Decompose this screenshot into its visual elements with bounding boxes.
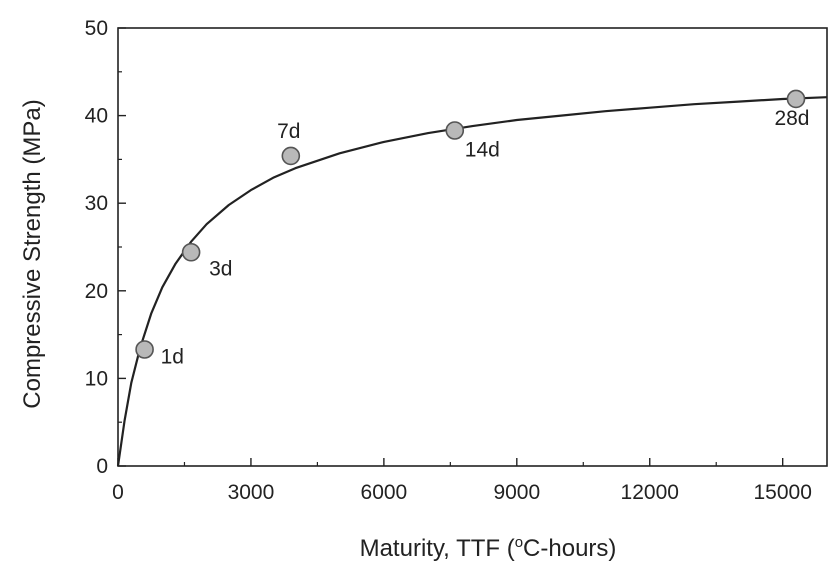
- axes: [117, 27, 828, 467]
- data-point-label: 1d: [161, 345, 184, 368]
- y-tick-label: 50: [85, 17, 108, 40]
- plot-frame: [117, 27, 828, 467]
- data-point: [181, 242, 201, 262]
- ticks: 0 3000 6000 9000 12000 15000 0 10 20 30 40 50: [85, 17, 812, 504]
- x-tick-label: 9000: [493, 481, 540, 504]
- data-point-label: 3d: [209, 257, 232, 280]
- x-tick-label: 3000: [228, 481, 275, 504]
- x-tick-label: 0: [112, 481, 124, 504]
- x-tick-label: 15000: [753, 481, 811, 504]
- points-group: [135, 89, 806, 359]
- x-axis-title: Maturity, TTF (oC-hours): [360, 534, 617, 562]
- y-tick-label: 40: [85, 105, 108, 128]
- y-axis-title: Compressive Strength (MPa): [19, 99, 46, 408]
- data-point: [281, 146, 301, 166]
- y-tick-label: 30: [85, 192, 108, 215]
- point-labels-group: 1d 3d 7d 14d 28d: [161, 107, 810, 369]
- fit-curve: [116, 96, 828, 467]
- data-point-label: 14d: [465, 138, 500, 161]
- y-tick-label: 20: [85, 280, 108, 303]
- fit-curve-group: [116, 96, 828, 467]
- data-point: [786, 89, 806, 109]
- x-tick-label: 6000: [361, 481, 408, 504]
- data-point: [445, 121, 465, 140]
- data-point-label: 28d: [774, 107, 809, 130]
- data-point-label: 7d: [277, 120, 300, 143]
- x-tick-label: 12000: [621, 481, 679, 504]
- y-tick-label: 10: [85, 367, 108, 390]
- data-point: [135, 340, 154, 359]
- y-tick-label: 0: [96, 455, 108, 478]
